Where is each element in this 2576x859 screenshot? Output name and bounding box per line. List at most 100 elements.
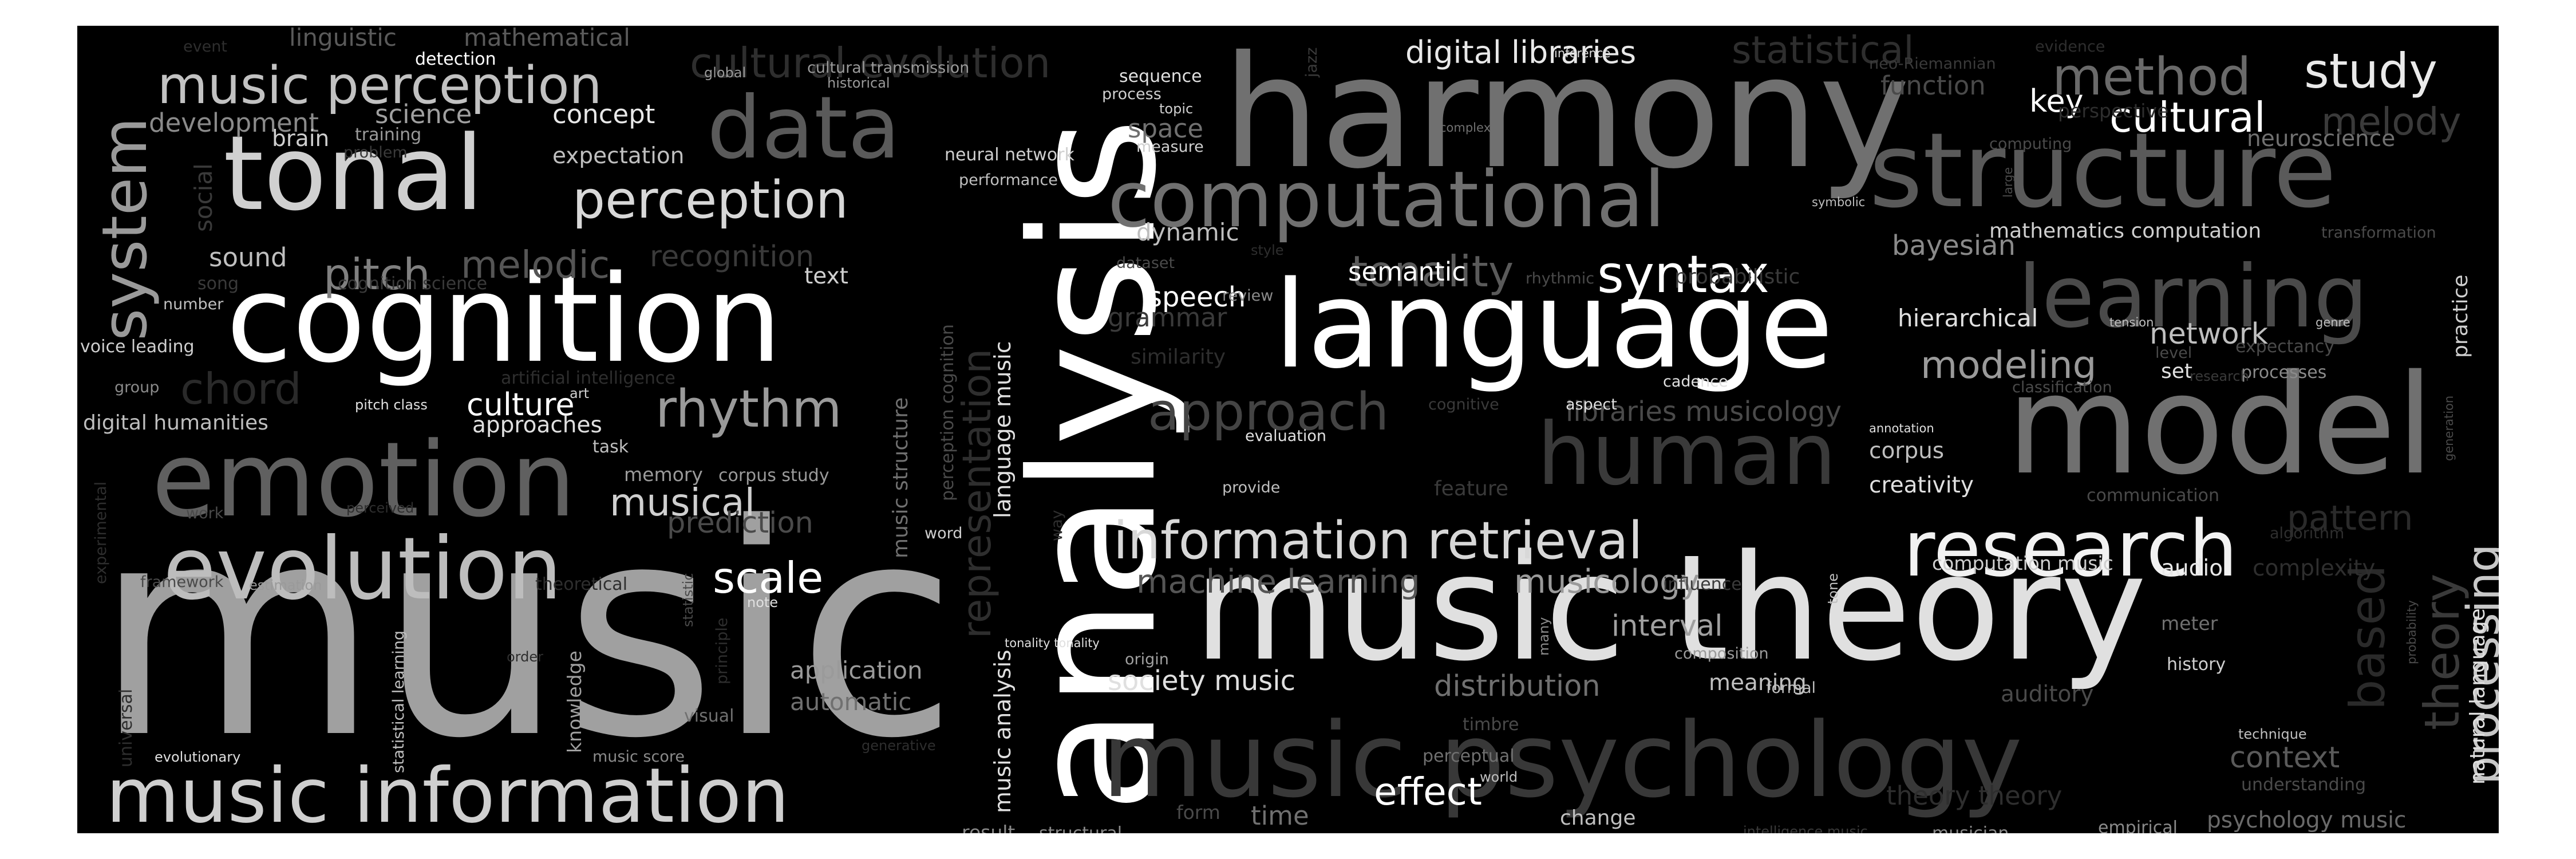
word-audio: audio [2161, 555, 2223, 581]
word-science: science [375, 99, 472, 129]
word-context: context [2230, 741, 2340, 775]
word-composition: composition [1674, 645, 1769, 663]
word-cognitive: cognitive [1428, 396, 1499, 413]
word-model: model [2006, 345, 2434, 505]
word-perception-cognition: perception cognition [938, 324, 958, 501]
word-prediction: prediction [667, 506, 813, 540]
word-probability: probability [2405, 600, 2419, 664]
word-pitch-class: pitch class [355, 397, 428, 413]
word-musical: musical [610, 480, 755, 525]
word-process: process [1102, 85, 1161, 103]
word-corpus: corpus [1869, 438, 1944, 464]
word-processing: processing [2458, 544, 2499, 785]
word-empirical: empirical [2098, 818, 2178, 833]
word-corpus-study: corpus study [718, 466, 829, 486]
word-statistical-learning: statistical learning [390, 631, 408, 773]
word-linguistic: linguistic [289, 26, 397, 52]
word-statistical: statistical [1732, 28, 1914, 72]
word-computation-music: computation music [1932, 552, 2113, 574]
word-genre: genre [2316, 316, 2350, 329]
word-key: key [2029, 83, 2084, 119]
word-harmony: harmony [1222, 26, 1910, 203]
word-jazz: jazz [1303, 48, 1321, 78]
word-detection: detection [415, 49, 496, 69]
word-function: function [1880, 70, 1986, 101]
word-expectation: expectation [552, 143, 684, 169]
word-evaluation: evaluation [1245, 427, 1326, 445]
word-experimental: experimental [92, 482, 110, 584]
word-meter: meter [2161, 612, 2218, 635]
word-result: result [962, 821, 1015, 833]
word-approach: approach [1148, 382, 1389, 442]
word-set: set [2161, 360, 2192, 383]
word-evolutionary: evolutionary [155, 749, 240, 765]
word-neural-network: neural network [945, 145, 1075, 165]
word-music-structure: music structure [889, 397, 912, 558]
word-word: word [924, 525, 962, 542]
word-mathematics-computation: mathematics computation [1989, 219, 2261, 243]
word-intelligence-music: intelligence music [1743, 823, 1868, 833]
word-rhythmic: rhythmic [1526, 270, 1594, 287]
word-recognition: recognition [650, 240, 814, 274]
word-culture: culture [467, 387, 575, 423]
word-technique: technique [2238, 726, 2307, 742]
word-music: music [94, 463, 958, 802]
word-perceived: perceived [346, 500, 414, 516]
word-social: social [189, 163, 218, 232]
word-tonality: tonality [1351, 246, 1514, 297]
word-practice: practice [2449, 274, 2472, 358]
word-based: based [2340, 565, 2396, 710]
word-feature: feature [1434, 477, 1508, 501]
word-hierarchical: hierarchical [1898, 304, 2038, 332]
word-system: system [89, 117, 161, 341]
word-perceptual: perceptual [1423, 746, 1515, 766]
word-cultural-transmission: cultural transmission [807, 59, 969, 77]
word-evolution: evolution [163, 519, 562, 619]
word-cloud: music analysis harmony music theory language… [77, 26, 2499, 833]
word-level: level [2155, 344, 2192, 362]
word-cultural-evolution: cultural evolution [690, 39, 1050, 87]
word-structure: structure [1869, 111, 2337, 231]
word-aspect: aspect [1566, 396, 1617, 413]
word-emotion: emotion [152, 420, 576, 540]
word-melody: melody [2321, 100, 2462, 144]
word-sequence: sequence [1119, 66, 1202, 86]
word-data: data [707, 78, 900, 178]
word-song: song [197, 274, 239, 294]
word-perception: perception [572, 170, 848, 230]
word-machine-learning: machine learning [1136, 563, 1420, 601]
word-principle: principle [713, 618, 731, 684]
word-music-score: music score [592, 748, 685, 766]
word-language: language [1274, 255, 1834, 395]
word-auditory: auditory [2001, 681, 2093, 707]
word-libraries-musicology: libraries musicology [1566, 396, 1842, 428]
word-space: space [1128, 113, 1203, 144]
word-cadence: cadence [1663, 373, 1728, 391]
word-knowledge: knowledge [563, 651, 586, 753]
word-human: human [1537, 405, 1836, 505]
word-history: history [2167, 655, 2226, 675]
word-cognition-science: cognition science [338, 274, 487, 294]
word-melodic: melodic [461, 243, 610, 287]
word-processes: processes [2241, 362, 2326, 383]
word-application: application [790, 656, 923, 684]
word-music-analysis: music analysis [990, 649, 1016, 813]
word-computational: computational [1108, 155, 1665, 245]
word-modeling: modeling [1921, 343, 2097, 387]
word-art: art [570, 385, 589, 401]
word-theory: theory [2414, 574, 2470, 731]
word-musicology: musicology [1514, 563, 1700, 601]
word-generation: generation [2442, 396, 2456, 461]
word-musician: musician [1932, 823, 2009, 833]
word-world: world [1480, 769, 1518, 785]
word-provide: provide [1222, 479, 1280, 497]
word-tonal: tonal [223, 114, 484, 234]
word-symbolic: symbolic [1812, 195, 1865, 209]
word-syntax: syntax [1597, 245, 1769, 305]
word-expectancy: expectancy [2235, 337, 2334, 357]
word-semantic: semantic [1348, 257, 1466, 287]
word-number: number [163, 295, 224, 313]
word-study: study [2304, 43, 2437, 99]
word-scale: scale [713, 553, 823, 603]
